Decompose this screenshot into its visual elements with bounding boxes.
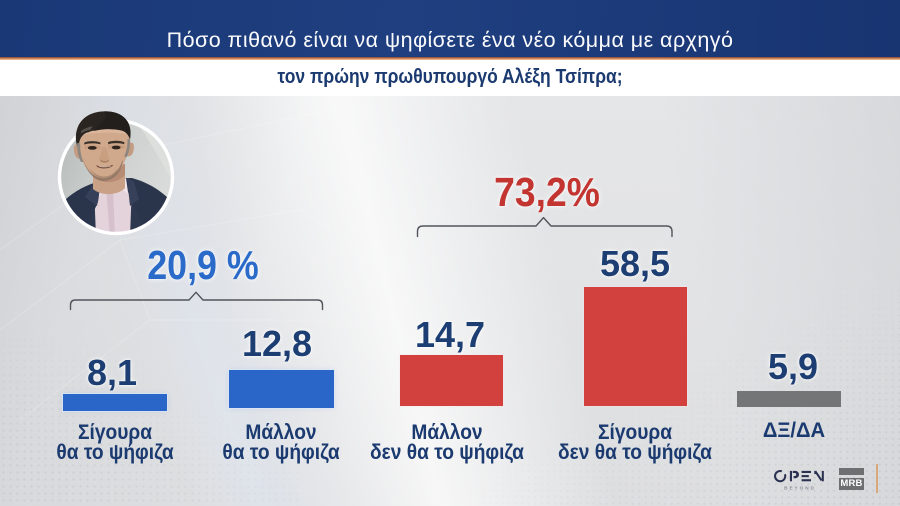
svg-text:BEYOND: BEYOND (784, 485, 816, 490)
